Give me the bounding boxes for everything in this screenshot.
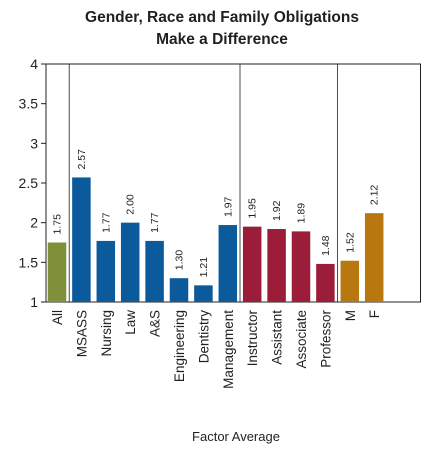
x-tick-label: MSASS: [74, 310, 89, 357]
bar: [242, 226, 262, 302]
x-tick-label: Law: [123, 310, 138, 335]
chart-title-line-2: Make a Difference: [156, 31, 288, 48]
bar-value-label: 1.21: [198, 257, 210, 278]
bar-value-label: 1.89: [296, 203, 308, 224]
bar: [218, 225, 238, 302]
bar: [267, 229, 286, 302]
bar-value-label: 1.48: [320, 235, 332, 256]
x-tick-label: M: [343, 310, 358, 321]
y-tick-label: 3.5: [19, 96, 39, 112]
chart-title-line-1: Gender, Race and Family Obligations: [85, 9, 359, 26]
bar-value-label: 1.97: [222, 196, 234, 217]
bar: [316, 263, 335, 302]
chart-labels: 1.75 All 2.57 MSASS 1.77 Nursing 2.00 Law 1.77 A&…: [50, 149, 382, 389]
x-tick-label: F: [367, 310, 382, 318]
x-tick-label: Associate: [294, 310, 309, 369]
bar-value-label: 2.12: [369, 185, 381, 206]
bar: [291, 231, 311, 302]
bar-value-label: 2.57: [76, 149, 88, 170]
bar: [145, 240, 164, 302]
bar-value-label: 1.92: [271, 200, 283, 221]
y-tick-label: 4: [30, 56, 38, 72]
x-tick-label: Dentistry: [196, 310, 211, 364]
bar: [72, 177, 91, 302]
x-tick-label: Management: [221, 310, 236, 389]
bar-value-label: 1.30: [174, 250, 186, 271]
y-tick-label: 1: [30, 294, 38, 310]
bar: [120, 222, 140, 302]
bar-value-label: 1.77: [149, 212, 161, 233]
bar: [96, 240, 116, 302]
bar-value-label: 2.00: [125, 194, 137, 215]
bar: [340, 260, 360, 302]
bar: [169, 278, 189, 302]
bar-value-label: 1.77: [100, 212, 112, 233]
x-tick-label: A&S: [148, 310, 163, 337]
x-tick-label: Professor: [318, 310, 333, 368]
bar: [47, 242, 67, 302]
bar-value-label: 1.52: [344, 232, 356, 253]
y-tick-label: 3: [30, 135, 38, 151]
bar-value-label: 1.75: [52, 214, 64, 235]
x-tick-label: Nursing: [99, 310, 114, 357]
x-tick-label: Engineering: [172, 310, 187, 382]
y-tick-label: 2: [30, 215, 38, 231]
y-tick-label: 1.5: [19, 254, 39, 270]
chart-bars: [47, 177, 384, 302]
bar: [364, 213, 384, 302]
bar-value-label: 1.95: [247, 198, 259, 219]
y-tick-label: 2.5: [19, 175, 39, 191]
x-axis-label: Factor Average: [192, 429, 280, 444]
x-tick-label: Instructor: [245, 310, 260, 367]
x-tick-label: All: [50, 310, 65, 325]
x-tick-label: Assistant: [270, 310, 285, 365]
bar: [194, 285, 213, 302]
